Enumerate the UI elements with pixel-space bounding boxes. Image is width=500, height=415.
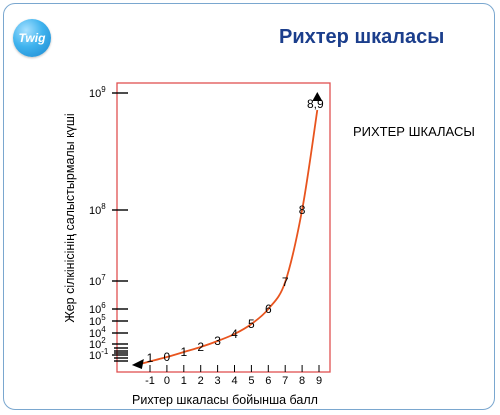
point-label: 3	[214, 334, 221, 348]
y-axis-label: Жер сілкінісінің салыстырмалы күші	[63, 113, 77, 322]
point-label: 4	[231, 327, 238, 341]
x-axis-ticks: -1 0 1 2 3 4 5 6 7 8 9	[145, 365, 322, 387]
x-tick-label: 0	[164, 375, 170, 387]
slide-card	[3, 3, 495, 410]
point-label: 1	[180, 345, 187, 359]
curve-end-arrow	[312, 92, 323, 101]
x-tick-label: -1	[145, 375, 155, 387]
x-tick-label: 3	[215, 375, 221, 387]
y-tick-label: 107	[89, 273, 106, 288]
point-label: 2	[197, 340, 204, 354]
point-label: 5	[248, 317, 255, 331]
x-tick-label: 5	[248, 375, 254, 387]
curve-markers	[131, 92, 323, 369]
curve-start-arrow	[131, 359, 144, 369]
richter-curve	[139, 109, 319, 365]
twig-logo: Twig	[13, 19, 51, 57]
point-label: 8	[299, 203, 306, 217]
point-label: 0	[164, 350, 171, 364]
page-title: Рихтер шкаласы	[279, 26, 445, 48]
side-label: РИХТЕР ШКАЛАСЫ	[353, 124, 475, 139]
y-tick-label: 108	[89, 202, 106, 217]
x-tick-label: 8	[299, 375, 305, 387]
point-label: 7	[282, 275, 289, 289]
x-tick-label: 2	[198, 375, 204, 387]
x-tick-label: 9	[316, 375, 322, 387]
x-tick-label: 1	[181, 375, 187, 387]
x-tick-label: 6	[265, 375, 271, 387]
point-label: 1	[147, 351, 154, 365]
x-tick-label: 4	[231, 375, 237, 387]
point-label: 6	[265, 302, 272, 316]
x-tick-label: 7	[282, 375, 288, 387]
x-axis-label: Рихтер шкаласы бойынша балл	[132, 393, 318, 407]
point-label: 8,9	[307, 97, 324, 111]
plot-frame	[116, 82, 331, 373]
y-tick-label: 109	[89, 85, 106, 100]
